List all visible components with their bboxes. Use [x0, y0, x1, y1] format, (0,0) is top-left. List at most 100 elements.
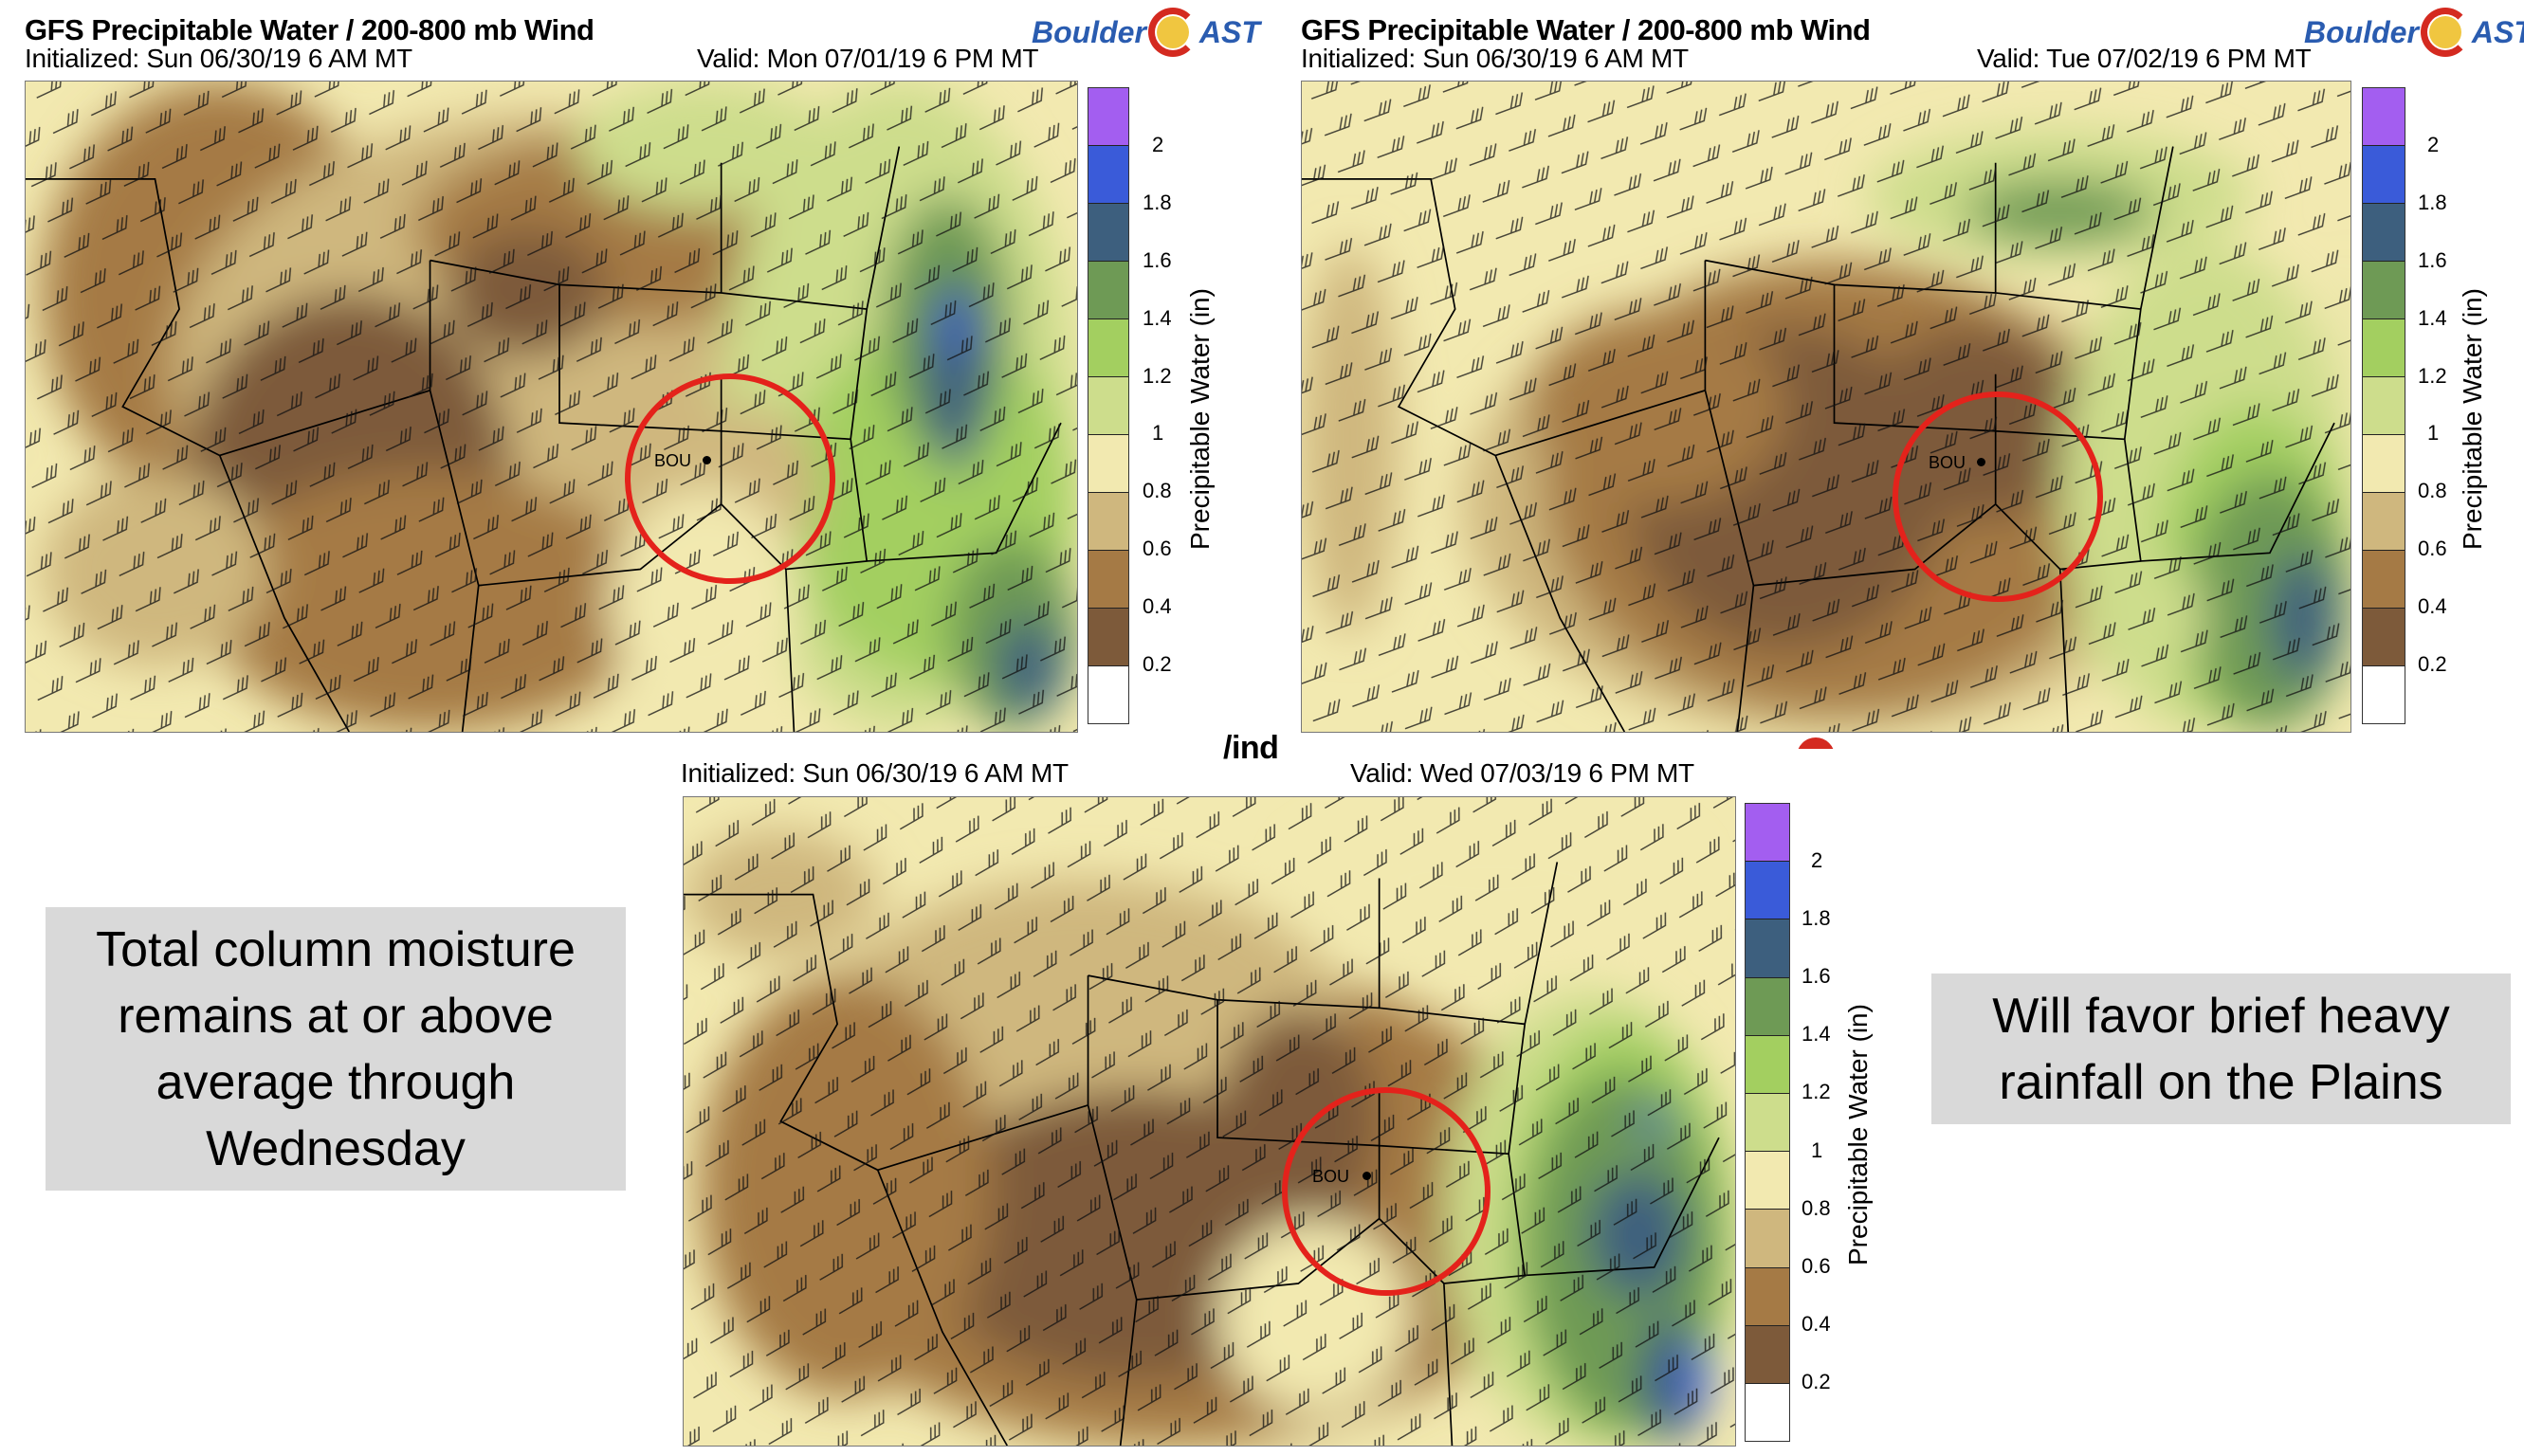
colorbar-tick-label: 1.2	[1143, 363, 1172, 388]
colorbar-tick-label: 0.4	[1802, 1311, 1831, 1336]
colorbar-tick-label: 0.4	[2418, 594, 2447, 619]
colorbar-swatch	[1746, 1035, 1789, 1094]
wind-barbs	[26, 82, 1077, 732]
colorbar-tick-label: 0.2	[2418, 652, 2447, 677]
panel2-initialized: Initialized: Sun 06/30/19 6 AM MT	[1301, 44, 1689, 73]
colorbar-swatch	[1746, 1383, 1789, 1442]
panel2-station-dot	[1977, 458, 1985, 466]
colorbar-swatch	[2363, 609, 2405, 666]
panel3-map	[683, 796, 1736, 1447]
colorbar-tick-label: 0.6	[2418, 537, 2447, 561]
panel3-highlight-circle	[1282, 1087, 1491, 1296]
colorbar-tick-label: 0.6	[1143, 537, 1172, 561]
colorbar-swatch	[2363, 262, 2405, 319]
colorbar-tick-label: 1	[2427, 421, 2440, 446]
colorbar-tick-label: 1.6	[2418, 247, 2447, 272]
logo-text-left: Boulder	[1032, 14, 1146, 49]
colorbar-tick-label: 1.2	[1802, 1080, 1831, 1104]
panel3-valid: Valid: Wed 07/03/19 6 PM MT	[1350, 758, 1694, 788]
panel1-highlight-circle	[625, 373, 835, 584]
panel2-colorbar-label: Precipitable Water (in)	[2458, 288, 2487, 550]
logo-text-right: AST	[2471, 14, 2524, 49]
map-canvas	[26, 82, 1077, 732]
colorbar-tick-label: 1.4	[2418, 305, 2447, 330]
colorbar-swatch	[1088, 493, 1128, 551]
colorbar-swatch	[1088, 88, 1128, 146]
panel2-highlight-circle	[1893, 391, 2103, 602]
colorbar-swatch	[2363, 88, 2405, 146]
panel3-colorbar-label: Precipitable Water (in)	[1843, 1004, 1873, 1265]
panel1-colorbar	[1088, 87, 1129, 724]
annotation-right-text: Will favor brief heavy rainfall on the P…	[1992, 988, 2450, 1110]
panel2-map	[1301, 81, 2351, 733]
colorado-c-icon	[1147, 8, 1198, 57]
panel1-valid: Valid: Mon 07/01/19 6 PM MT	[697, 44, 1039, 73]
colorbar-tick-label: 1.6	[1802, 964, 1831, 989]
panel2-station-label: BOU	[1929, 453, 1966, 472]
panel1-station-label: BOU	[654, 451, 692, 470]
colorbar-swatch	[2363, 493, 2405, 551]
colorbar-swatch	[1088, 609, 1128, 666]
colorbar-tick-label: 0.6	[1802, 1253, 1831, 1278]
panel3-station-dot	[1363, 1172, 1371, 1180]
panel3-initialized: Initialized: Sun 06/30/19 6 AM MT	[681, 758, 1069, 788]
panel1-map	[25, 81, 1078, 733]
panel3-station-label: BOU	[1312, 1167, 1350, 1186]
colorbar-swatch	[1088, 666, 1128, 723]
colorbar-swatch	[1746, 804, 1789, 863]
colorbar-tick-label: 1.4	[1143, 305, 1172, 330]
colorbar-tick-label: 1.8	[1802, 906, 1831, 931]
colorbar-tick-label: 0.2	[1802, 1369, 1831, 1393]
colorbar-tick-label: 1.4	[1802, 1022, 1831, 1046]
colorbar-swatch	[1088, 377, 1128, 435]
wind-barbs	[1302, 82, 2350, 732]
logo-text-left: Boulder	[2304, 14, 2419, 49]
colorbar-tick-label: 1.2	[2418, 363, 2447, 388]
colorbar-swatch	[2363, 435, 2405, 493]
panel2-title: GFS Precipitable Water / 200-800 mb Wind	[1301, 13, 1871, 46]
colorbar-tick-label: 0.8	[1802, 1195, 1831, 1220]
panel2-valid: Valid: Tue 07/02/19 6 PM MT	[1977, 44, 2312, 73]
colorbar-tick-label: 2	[1152, 132, 1164, 156]
colorbar-swatch	[1088, 435, 1128, 493]
colorbar-swatch	[1746, 1325, 1789, 1384]
colorbar-tick-label: 0.8	[2418, 479, 2447, 503]
colorbar-swatch	[2363, 377, 2405, 435]
colorbar-swatch	[1746, 977, 1789, 1036]
colorbar-tick-label: 1	[1811, 1138, 1823, 1162]
colorbar-tick-label: 1.8	[2418, 190, 2447, 214]
annotation-left-text: Total column moisture remains at or abov…	[96, 921, 576, 1176]
panel1-initialized: Initialized: Sun 06/30/19 6 AM MT	[25, 44, 412, 73]
colorbar-swatch	[1088, 204, 1128, 262]
colorbar-tick-label: 0.8	[1143, 479, 1172, 503]
colorbar-swatch	[1746, 1267, 1789, 1326]
colorbar-swatch	[2363, 146, 2405, 204]
panel3-colorbar	[1745, 803, 1790, 1442]
colorbar-swatch	[1088, 319, 1128, 377]
colorbar-swatch	[1088, 146, 1128, 204]
colorbar-swatch	[1746, 1210, 1789, 1268]
colorbar-swatch	[1746, 862, 1789, 920]
panel2-colorbar	[2362, 87, 2405, 724]
panel1-title: GFS Precipitable Water / 200-800 mb Wind	[25, 13, 594, 46]
colorbar-swatch	[1088, 551, 1128, 609]
colorbar-tick-label: 2	[1811, 848, 1823, 873]
bouldercast-logo: Boulder AST	[1032, 8, 1260, 57]
colorbar-swatch	[2363, 319, 2405, 377]
bouldercast-logo-2: Boulder AST	[2304, 8, 2524, 57]
annotation-left: Total column moisture remains at or abov…	[46, 907, 626, 1191]
colorbar-tick-label: 1.6	[1143, 247, 1172, 272]
colorbar-swatch	[2363, 666, 2405, 723]
colorbar-swatch	[2363, 204, 2405, 262]
colorbar-tick-label: 1.8	[1143, 190, 1172, 214]
logo-text-right: AST	[1198, 14, 1260, 49]
map-canvas	[684, 797, 1735, 1446]
panel1-station-dot	[703, 456, 711, 464]
colorbar-swatch	[1746, 1152, 1789, 1210]
panel1-colorbar-label: Precipitable Water (in)	[1185, 288, 1215, 550]
map-canvas	[1302, 82, 2350, 732]
colorbar-swatch	[1088, 262, 1128, 319]
colorbar-swatch	[1746, 919, 1789, 978]
colorado-c-icon	[2420, 8, 2470, 57]
colorbar-tick-label: 0.4	[1143, 594, 1172, 619]
